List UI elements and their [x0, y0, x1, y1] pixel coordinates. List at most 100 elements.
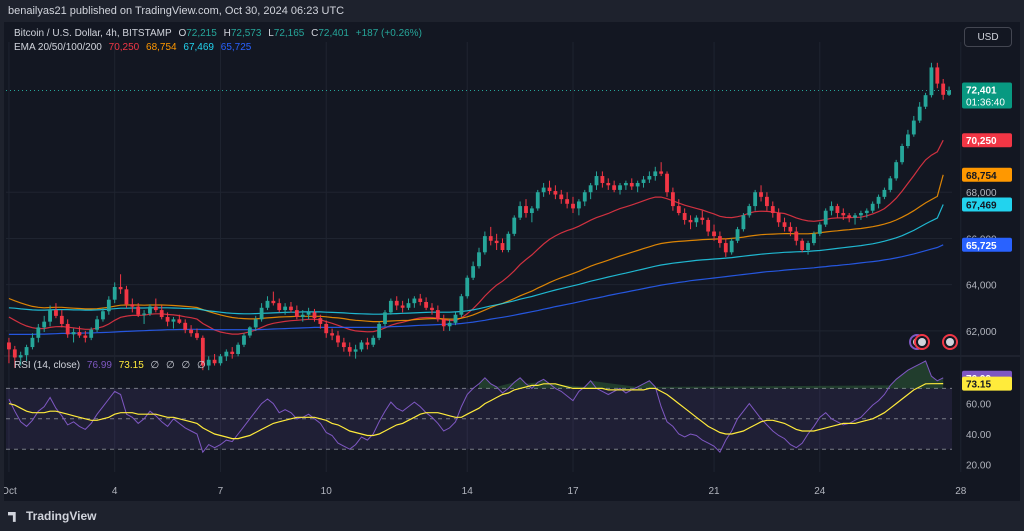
candle	[559, 189, 564, 204]
candle-body	[218, 356, 223, 364]
candle-body	[124, 289, 129, 305]
candle	[782, 217, 787, 232]
rsi-legend[interactable]: RSI (14, close) 76.99 73.15 ∅ ∅ ∅ ∅	[14, 360, 210, 371]
candle-body	[318, 318, 323, 324]
candle	[688, 215, 693, 230]
ema50-legend-value: 68,754	[146, 42, 177, 53]
candle	[142, 310, 146, 324]
candle	[606, 178, 611, 190]
candle-body	[582, 192, 587, 202]
candle	[565, 192, 570, 209]
price-chart-svg[interactable]: 62,00064,00066,00068,00020.0040.0060.00O…	[1, 22, 1020, 501]
candle	[806, 240, 810, 255]
candle-body	[676, 206, 681, 214]
candle	[576, 199, 581, 216]
candle	[665, 171, 669, 197]
candle-body	[330, 333, 335, 336]
ema200-legend-value: 65,725	[220, 42, 252, 53]
tradingview-logo-text: TradingView	[26, 509, 97, 523]
bar-countdown: 01:36:40	[966, 98, 1005, 109]
tradingview-logo[interactable]: TradingView	[8, 509, 96, 523]
candle	[941, 78, 946, 100]
candle-body	[747, 206, 752, 216]
candle	[859, 210, 863, 220]
candle	[124, 285, 129, 308]
candle-body	[847, 215, 852, 218]
candle-body	[670, 192, 675, 207]
candle-body	[459, 296, 464, 315]
candle	[518, 201, 523, 220]
candle	[600, 171, 605, 188]
candle	[612, 180, 617, 193]
time-tick-label: 10	[321, 486, 333, 497]
candle-body	[12, 349, 17, 358]
candle	[412, 296, 417, 308]
rsi-ma-legend-value: 73.15	[118, 360, 144, 371]
candle-body	[571, 203, 575, 209]
candle	[571, 196, 575, 214]
candle-body	[529, 208, 534, 214]
candle-body	[206, 359, 211, 366]
candle-body	[765, 196, 769, 207]
candle	[377, 321, 382, 341]
candle-body	[565, 199, 570, 204]
candle-body	[283, 306, 288, 311]
candle-body	[236, 344, 241, 354]
candle	[383, 310, 387, 327]
candle-body	[929, 67, 934, 96]
candle-body	[823, 210, 828, 225]
candle-body	[65, 323, 70, 335]
rsi-tick-label: 60.00	[966, 400, 991, 411]
candle-body	[829, 206, 834, 211]
price-badges-layer: 72,40101:36:4070,25068,75467,46965,72576…	[962, 82, 1012, 391]
rsi-tick-label: 20.00	[966, 460, 991, 471]
candle	[171, 317, 176, 329]
candle-body	[618, 185, 622, 190]
symbol-legend[interactable]: Bitcoin / U.S. Dollar, 4h, BITSTAMP O72,…	[14, 28, 430, 39]
event-flag-icon	[942, 334, 958, 350]
candle	[917, 102, 922, 123]
currency-button[interactable]: USD	[964, 27, 1012, 47]
candle	[882, 187, 887, 200]
candle-body	[83, 335, 88, 338]
candle	[471, 261, 476, 281]
ema-legend[interactable]: EMA 20/50/100/200 70,250 68,754 67,469 6…	[14, 42, 255, 53]
candle-body	[71, 332, 76, 335]
candle-body	[835, 206, 840, 214]
candle	[112, 282, 117, 304]
ohlc-low-key: L	[268, 28, 274, 39]
candle-body	[870, 203, 875, 211]
candle-body	[717, 236, 722, 244]
candle	[694, 215, 699, 227]
candle-body	[817, 224, 822, 234]
candle-body	[18, 355, 23, 358]
candle	[635, 180, 640, 193]
candle-body	[700, 217, 705, 220]
candle-body	[706, 219, 711, 232]
ohlc-close-key: C	[311, 28, 319, 39]
candle	[729, 238, 734, 255]
candle	[318, 314, 323, 329]
candle	[829, 201, 834, 216]
time-tick-label: 17	[567, 486, 579, 497]
candle	[271, 291, 276, 306]
candle	[435, 305, 440, 322]
candle-body	[412, 298, 417, 304]
candle-body	[42, 321, 47, 328]
candle	[512, 215, 517, 237]
candle	[911, 115, 916, 137]
candle-body	[89, 329, 94, 338]
candle	[12, 345, 17, 368]
candle	[700, 210, 705, 225]
candle	[929, 62, 934, 98]
candle	[136, 303, 141, 318]
candle	[195, 328, 199, 341]
candle-body	[388, 300, 393, 313]
candle	[735, 226, 740, 244]
candle	[242, 333, 246, 348]
candle	[947, 86, 951, 96]
ema-line-ema200	[8, 244, 944, 335]
candle-body	[430, 307, 434, 311]
chart-area[interactable]: 62,00064,00066,00068,00020.0040.0060.00O…	[1, 22, 1020, 501]
time-tick-label: 21	[708, 486, 720, 497]
